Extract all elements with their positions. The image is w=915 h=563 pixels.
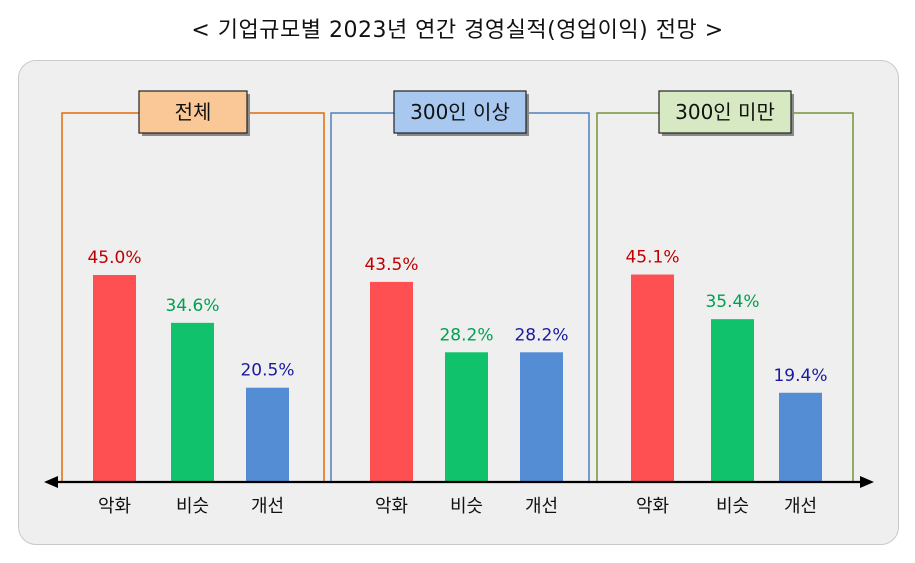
category-label: 개선 — [525, 496, 558, 517]
bar-악화 — [93, 275, 136, 482]
chart-title: < 기업규모별 2023년 연간 경영실적(영업이익) 전망 > — [191, 18, 724, 43]
bar-개선 — [520, 352, 563, 482]
value-label: 45.0% — [87, 248, 141, 268]
bar-비슷 — [711, 319, 754, 482]
value-label: 34.6% — [165, 296, 219, 316]
category-label: 비슷 — [716, 496, 749, 517]
bar-악화 — [631, 274, 674, 482]
value-label: 45.1% — [625, 248, 679, 268]
value-label: 28.2% — [439, 325, 493, 345]
value-label: 19.4% — [773, 366, 827, 386]
category-label: 악화 — [636, 496, 669, 517]
bar-악화 — [370, 281, 413, 482]
category-label: 악화 — [375, 496, 408, 517]
value-label: 35.4% — [705, 292, 759, 312]
category-label: 비슷 — [450, 496, 483, 517]
bar-개선 — [246, 387, 289, 482]
panel-title-box — [138, 90, 248, 134]
panel-title: 300인 미만 — [675, 100, 775, 124]
panel-title: 전체 — [175, 100, 212, 124]
bar-비슷 — [445, 352, 488, 482]
category-label: 개선 — [251, 496, 284, 517]
value-label: 28.2% — [514, 325, 568, 345]
panel-title: 300인 이상 — [410, 100, 510, 124]
bar-개선 — [779, 392, 822, 482]
bar-비슷 — [171, 322, 214, 482]
axis-arrow-right — [860, 476, 874, 488]
axis-arrow-left — [44, 476, 58, 488]
category-label: 개선 — [784, 496, 817, 517]
value-label: 20.5% — [240, 361, 294, 381]
category-label: 비슷 — [176, 496, 209, 517]
value-label: 43.5% — [364, 255, 418, 275]
panel-title-box — [393, 90, 527, 134]
panel-title-box — [658, 90, 792, 134]
category-label: 악화 — [98, 496, 131, 517]
